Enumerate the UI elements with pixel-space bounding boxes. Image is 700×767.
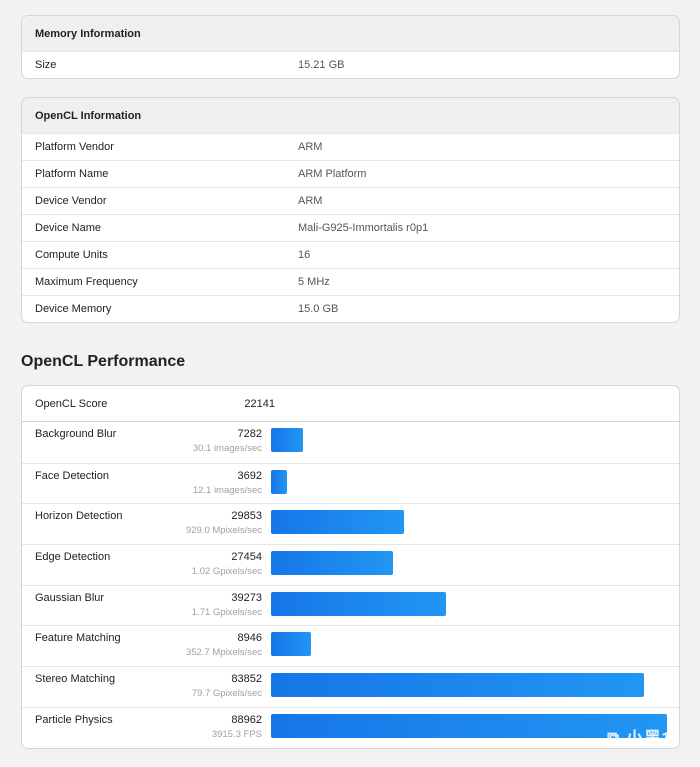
benchmark-bar: [271, 551, 393, 576]
benchmark-row: Stereo Matching 83852 79.7 Gpixels/sec: [22, 666, 679, 707]
benchmark-name: Horizon Detection: [35, 510, 123, 523]
benchmark-score: 8946: [237, 632, 262, 645]
info-value: 15.0 GB: [298, 303, 339, 315]
benchmark-unit: 3915.3 FPS: [211, 728, 262, 740]
benchmark-score: 39273: [231, 591, 262, 604]
info-key: Compute Units: [35, 249, 108, 261]
benchmark-row: Feature Matching 8946 352.7 Mpixels/sec: [22, 625, 679, 666]
benchmark-unit: 1.71 Gpixels/sec: [191, 606, 262, 618]
benchmark-name: Background Blur: [35, 428, 117, 440]
benchmark-bar: [271, 591, 446, 616]
info-row: Compute Units 16: [22, 241, 679, 268]
benchmark-unit: 352.7 Mpixels/sec: [185, 647, 262, 659]
benchmark-bar: [271, 713, 667, 738]
benchmark-row: Face Detection 3692 12.1 images/sec: [22, 462, 679, 504]
benchmark-name: Gaussian Blur: [35, 591, 105, 604]
info-row: Maximum Frequency 5 MHz: [22, 268, 679, 295]
benchmark-row: Particle Physics 88962 3915.3 FPS: [22, 706, 679, 748]
benchmark-score: 29853: [231, 510, 262, 523]
benchmark-row: Background Blur 7282 30.1 images/sec: [22, 422, 679, 463]
info-row: Platform Vendor ARM: [22, 133, 679, 160]
benchmark-bar: [271, 632, 311, 657]
benchmark-name: Particle Physics: [35, 713, 113, 726]
benchmark-score: 7282: [237, 428, 262, 440]
opencl-info-card: OpenCL Information Platform Vendor ARM Plat…: [21, 97, 680, 323]
info-row: Device Memory 15.0 GB: [22, 295, 679, 322]
benchmark-bar: [271, 428, 303, 452]
info-value: ARM: [298, 141, 323, 153]
info-value: 5 MHz: [298, 276, 330, 288]
benchmark-unit: 12.1 images/sec: [192, 484, 262, 496]
benchmark-score: 88962: [231, 713, 262, 726]
score-row: OpenCL Score 22141: [22, 386, 679, 422]
memory-card-title: Memory Information: [22, 16, 679, 51]
info-key: Device Memory: [35, 303, 112, 315]
info-key: Device Name: [35, 222, 102, 234]
benchmark-score: 83852: [231, 673, 262, 686]
benchmark-unit: 30.1 images/sec: [192, 443, 262, 454]
benchmark-name: Feature Matching: [35, 632, 121, 645]
benchmark-row: Gaussian Blur 39273 1.71 Gpixels/sec: [22, 584, 679, 626]
info-key: Platform Name: [35, 168, 109, 180]
benchmark-name: Face Detection: [35, 469, 109, 482]
info-row: Device Vendor ARM: [22, 187, 679, 214]
benchmark-name: Edge Detection: [35, 551, 111, 564]
benchmark-name: Stereo Matching: [35, 673, 116, 686]
benchmark-bar: [271, 510, 404, 535]
watermark-logo: ⧉ 小黑盒: [607, 729, 680, 748]
score-value: 22141: [244, 397, 275, 410]
opencl-info-title: OpenCL Information: [22, 98, 679, 133]
benchmark-score: 3692: [237, 469, 262, 482]
info-value: 15.21 GB: [298, 59, 345, 71]
info-value: ARM: [298, 195, 323, 207]
info-key: Platform Vendor: [35, 141, 114, 153]
performance-card: OpenCL Score 22141 Background Blur 7282 30…: [21, 385, 680, 749]
info-key: Maximum Frequency: [35, 276, 138, 288]
benchmark-bar: [271, 469, 287, 494]
info-row: Platform Name ARM Platform: [22, 160, 679, 187]
performance-title: OpenCL Performance: [21, 353, 186, 370]
benchmark-row: Horizon Detection 29853 929.0 Mpixels/sec: [22, 503, 679, 544]
benchmark-unit: 1.02 Gpixels/sec: [191, 566, 262, 578]
info-key: Size: [35, 59, 57, 71]
benchmark-bar: [271, 673, 644, 698]
info-value: 16: [298, 249, 311, 261]
info-value: Mali-G925-Immortalis r0p1: [298, 222, 429, 234]
benchmark-score: 27454: [231, 551, 262, 564]
info-value: ARM Platform: [298, 168, 367, 180]
info-row: Size 15.21 GB: [22, 51, 679, 78]
benchmark-unit: 79.7 Gpixels/sec: [191, 688, 262, 700]
benchmark-unit: 929.0 Mpixels/sec: [185, 525, 262, 537]
score-label: OpenCL Score: [35, 397, 108, 410]
info-row: Device Name Mali-G925-Immortalis r0p1: [22, 214, 679, 241]
info-key: Device Vendor: [35, 195, 107, 207]
memory-card: Memory Information Size 15.21 GB: [21, 15, 680, 79]
benchmark-row: Edge Detection 27454 1.02 Gpixels/sec: [22, 544, 679, 585]
